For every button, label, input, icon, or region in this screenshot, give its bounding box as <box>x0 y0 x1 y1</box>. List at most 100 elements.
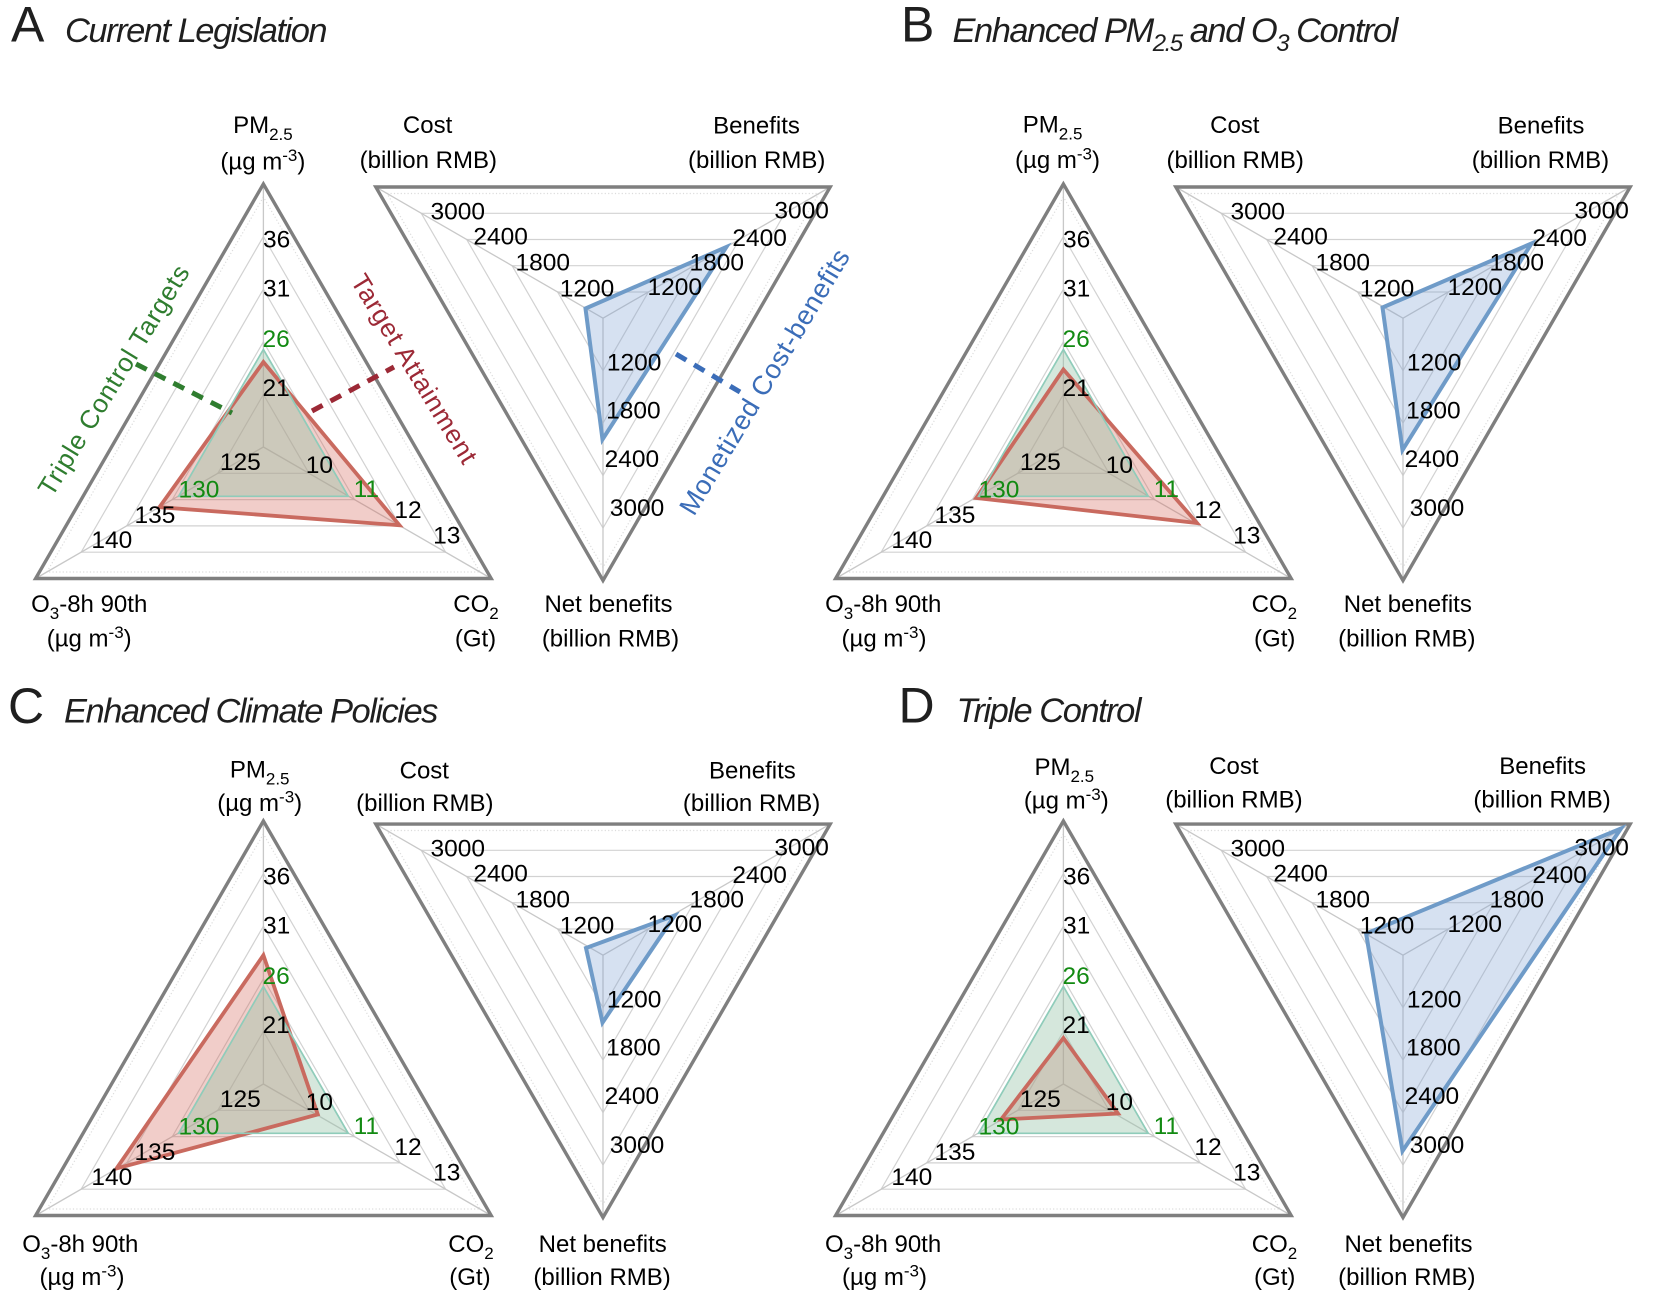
svg-text:(billion RMB): (billion RMB) <box>688 147 825 174</box>
svg-text:3000: 3000 <box>1410 495 1465 522</box>
svg-text:1800: 1800 <box>1315 250 1370 277</box>
svg-text:1200: 1200 <box>560 913 615 940</box>
svg-text:26: 26 <box>262 963 289 990</box>
svg-text:(billion RMB): (billion RMB) <box>1472 147 1609 174</box>
svg-text:(billion RMB): (billion RMB) <box>1167 147 1304 174</box>
svg-text:12: 12 <box>394 1134 421 1161</box>
svg-text:Benefits: Benefits <box>1499 753 1586 780</box>
svg-text:Cost: Cost <box>400 758 450 785</box>
svg-text:(µg m-3​): (µg m-3​) <box>217 787 302 816</box>
svg-text:135: 135 <box>135 1139 176 1166</box>
svg-text:2400: 2400 <box>1532 225 1587 252</box>
svg-text:21: 21 <box>262 375 289 402</box>
svg-text:(billion RMB): (billion RMB) <box>356 790 493 817</box>
svg-text:12: 12 <box>1194 1134 1221 1161</box>
svg-text:140: 140 <box>91 527 132 554</box>
svg-text:36: 36 <box>263 864 290 891</box>
svg-text:1800: 1800 <box>690 250 745 277</box>
svg-text:26: 26 <box>262 326 289 353</box>
svg-text:140: 140 <box>891 527 932 554</box>
svg-text:O3​-8h 90th: O3​-8h 90th <box>22 1231 138 1263</box>
svg-text:3000: 3000 <box>610 495 665 522</box>
svg-text:PM2.5​: PM2.5​ <box>1023 112 1083 144</box>
svg-text:(Gt): (Gt) <box>455 626 496 653</box>
svg-text:1200: 1200 <box>560 276 615 303</box>
svg-text:CO2​: CO2​ <box>448 1231 493 1263</box>
svg-text:2400: 2400 <box>1405 1083 1460 1110</box>
svg-text:Net benefits: Net benefits <box>1344 1231 1472 1258</box>
svg-text:1800: 1800 <box>606 1035 661 1062</box>
svg-text:21: 21 <box>1062 375 1089 402</box>
svg-text:B: B <box>901 0 934 53</box>
svg-text:(billion RMB): (billion RMB) <box>1338 626 1475 653</box>
svg-text:(billion RMB): (billion RMB) <box>1165 787 1302 814</box>
svg-text:11: 11 <box>1154 476 1179 503</box>
svg-text:Cost: Cost <box>1209 753 1259 780</box>
svg-text:36: 36 <box>1063 227 1090 254</box>
svg-text:26: 26 <box>1062 326 1089 353</box>
svg-text:31: 31 <box>263 913 290 940</box>
svg-text:26: 26 <box>1062 963 1089 990</box>
svg-text:135: 135 <box>935 502 976 529</box>
svg-text:Benefits: Benefits <box>713 113 800 140</box>
svg-text:130: 130 <box>979 1113 1020 1140</box>
svg-text:1200: 1200 <box>607 987 662 1014</box>
svg-text:1200: 1200 <box>1407 350 1462 377</box>
svg-text:CO2​: CO2​ <box>453 591 498 623</box>
svg-text:(billion RMB): (billion RMB) <box>1473 787 1610 814</box>
svg-text:CO2​: CO2​ <box>1252 1231 1297 1263</box>
svg-text:2400: 2400 <box>732 225 787 252</box>
svg-text:36: 36 <box>263 227 290 254</box>
svg-text:36: 36 <box>1063 864 1090 891</box>
svg-text:12: 12 <box>1194 497 1221 524</box>
svg-text:(µg m-3​): (µg m-3​) <box>220 146 305 175</box>
svg-text:1800: 1800 <box>606 398 661 425</box>
svg-text:31: 31 <box>1063 913 1090 940</box>
svg-text:Net benefits: Net benefits <box>544 591 672 618</box>
svg-text:3000: 3000 <box>1231 199 1286 226</box>
svg-text:130: 130 <box>979 476 1020 503</box>
svg-text:3000: 3000 <box>1231 836 1286 863</box>
svg-text:Net benefits: Net benefits <box>539 1231 667 1258</box>
svg-text:140: 140 <box>891 1164 932 1191</box>
svg-text:(µg m-3​): (µg m-3​) <box>1015 145 1100 174</box>
svg-text:(billion RMB): (billion RMB) <box>1338 1264 1475 1291</box>
svg-text:(µg m-3​): (µg m-3​) <box>1024 785 1109 814</box>
svg-text:(billion RMB): (billion RMB) <box>533 1264 670 1291</box>
svg-text:2400: 2400 <box>1273 223 1328 250</box>
svg-text:3000: 3000 <box>774 834 829 861</box>
svg-text:1800: 1800 <box>690 887 745 914</box>
svg-text:O3​-8h 90th: O3​-8h 90th <box>31 591 147 623</box>
svg-text:13: 13 <box>1233 1160 1260 1187</box>
svg-text:Cost: Cost <box>403 112 453 139</box>
svg-text:O3​-8h 90th: O3​-8h 90th <box>825 591 941 623</box>
svg-text:C: C <box>8 678 44 734</box>
svg-text:O3​-8h 90th: O3​-8h 90th <box>825 1231 941 1263</box>
svg-text:Triple Control: Triple Control <box>957 692 1143 730</box>
svg-text:1200: 1200 <box>1360 913 1415 940</box>
svg-text:(µg m-3​): (µg m-3​) <box>842 1262 927 1291</box>
svg-text:140: 140 <box>91 1164 132 1191</box>
svg-text:(µg m-3​): (µg m-3​) <box>47 623 132 652</box>
svg-text:(billion RMB): (billion RMB) <box>683 790 820 817</box>
svg-text:10: 10 <box>1106 452 1133 479</box>
svg-text:Net benefits: Net benefits <box>1344 591 1472 618</box>
svg-text:1800: 1800 <box>515 250 570 277</box>
svg-text:21: 21 <box>262 1012 289 1039</box>
svg-text:2400: 2400 <box>605 1083 660 1110</box>
svg-text:(µg m-3​): (µg m-3​) <box>842 623 927 652</box>
svg-text:13: 13 <box>433 1160 460 1187</box>
svg-text:CO2​: CO2​ <box>1252 591 1297 623</box>
svg-text:3000: 3000 <box>431 836 486 863</box>
svg-text:Enhanced PM2.5​ and O3​ Contro: Enhanced PM2.5​ and O3​ Control <box>953 12 1400 57</box>
svg-text:1800: 1800 <box>515 887 570 914</box>
svg-text:3000: 3000 <box>1574 834 1629 861</box>
svg-text:2400: 2400 <box>473 860 528 887</box>
svg-text:3000: 3000 <box>431 199 486 226</box>
svg-text:PM2.5​: PM2.5​ <box>1034 754 1094 786</box>
svg-text:11: 11 <box>354 476 379 503</box>
svg-text:1200: 1200 <box>1360 276 1415 303</box>
svg-text:31: 31 <box>263 276 290 303</box>
svg-text:(Gt): (Gt) <box>449 1264 490 1291</box>
svg-text:1200: 1200 <box>607 350 662 377</box>
